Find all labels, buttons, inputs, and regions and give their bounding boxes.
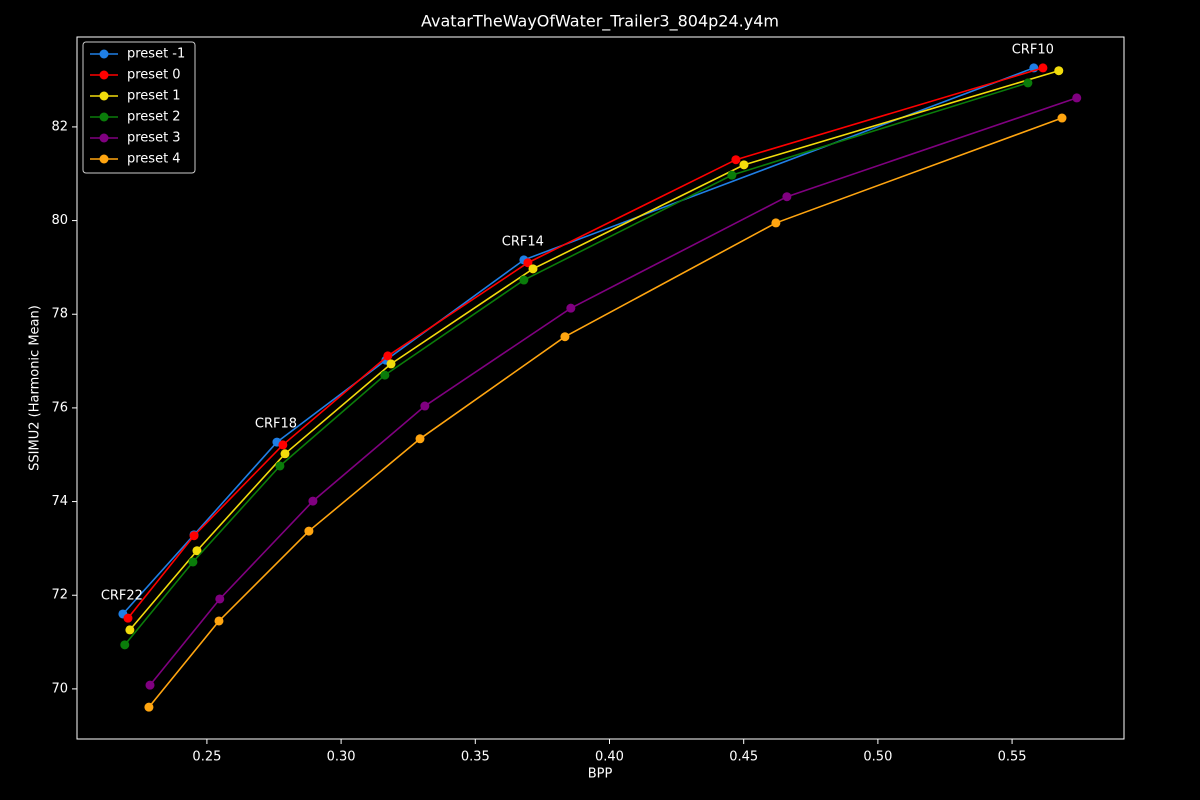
point [215, 594, 225, 604]
y-tick-label: 76 [51, 400, 68, 415]
x-tick-label: 0.25 [192, 750, 221, 765]
point [1054, 66, 1064, 76]
legend-label: preset 3 [127, 131, 181, 146]
x-tick-label: 0.45 [729, 750, 758, 765]
point [192, 546, 202, 556]
x-tick-label: 0.50 [863, 750, 892, 765]
point [731, 155, 741, 165]
x-tick-label: 0.40 [595, 750, 624, 765]
point [188, 557, 198, 567]
y-tick-label: 80 [51, 213, 68, 228]
legend-marker [99, 154, 109, 164]
y-tick-label: 70 [51, 681, 68, 696]
point [528, 264, 538, 274]
point [380, 370, 390, 380]
point [386, 359, 396, 369]
legend-marker [99, 91, 109, 101]
series-line [122, 67, 1035, 615]
point [280, 449, 290, 459]
point [1072, 93, 1082, 103]
legend-marker [99, 133, 109, 143]
y-tick-label: 74 [51, 494, 68, 509]
y-tick-label: 82 [51, 119, 68, 134]
point [727, 170, 737, 180]
legend-label: preset 4 [127, 152, 181, 167]
point [1057, 113, 1067, 123]
y-tick-label: 72 [51, 588, 68, 603]
legend-marker [99, 112, 109, 122]
annotation: CRF14 [502, 234, 544, 249]
point [120, 640, 130, 650]
x-tick-label: 0.35 [461, 750, 490, 765]
point [145, 680, 155, 690]
annotation: CRF22 [101, 588, 143, 603]
point [415, 434, 425, 444]
chart-title: AvatarTheWayOfWater_Trailer3_804p24.y4m [421, 12, 779, 32]
y-axis-label: SSIMU2 (Harmonic Mean) [28, 305, 43, 471]
plot-frame [76, 36, 1125, 740]
annotation: CRF18 [255, 417, 297, 432]
point [420, 401, 430, 411]
point [125, 625, 135, 635]
point [123, 613, 133, 623]
point [523, 258, 533, 268]
point [144, 702, 154, 712]
legend-marker [99, 49, 109, 59]
x-tick-label: 0.30 [327, 750, 356, 765]
annotation: CRF10 [1012, 42, 1054, 57]
point [278, 440, 288, 450]
x-axis-label: BPP [588, 767, 613, 782]
point [214, 616, 224, 626]
point [782, 192, 792, 202]
point [304, 526, 314, 536]
point [566, 303, 576, 313]
legend-label: preset 2 [127, 110, 181, 125]
point [1038, 63, 1048, 73]
legend-label: preset 0 [127, 68, 181, 83]
y-tick-label: 78 [51, 307, 68, 322]
point [275, 461, 285, 471]
point [739, 160, 749, 170]
point [1023, 78, 1033, 88]
legend-label: preset -1 [127, 47, 185, 62]
legend-label: preset 1 [127, 89, 181, 104]
x-tick-label: 0.55 [998, 750, 1027, 765]
point [189, 531, 199, 541]
point [519, 275, 529, 285]
point [771, 218, 781, 228]
point [308, 496, 318, 506]
point [383, 351, 393, 361]
legend-marker [99, 70, 109, 80]
point [560, 332, 570, 342]
